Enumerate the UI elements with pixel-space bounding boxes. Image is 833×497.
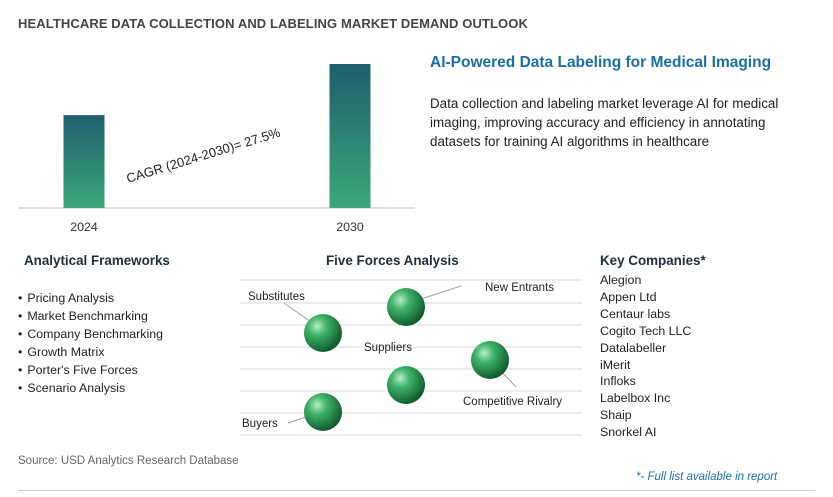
x-tick-label: 2030 bbox=[336, 220, 364, 234]
connector-line bbox=[287, 416, 307, 424]
label-new-entrants: New Entrants bbox=[485, 282, 554, 294]
bar-2024 bbox=[63, 115, 105, 208]
cagr-annotation: CAGR (2024-2030)= 27.5% bbox=[124, 125, 282, 186]
right-panel-description: Data collection and labeling market leve… bbox=[430, 96, 779, 149]
market-bar-chart: 2024 2030 CAGR (2024-2030)= 27.5% bbox=[18, 64, 415, 234]
key-companies-title: Key Companies* bbox=[600, 253, 706, 268]
list-item: Appen Ltd bbox=[600, 289, 657, 304]
frameworks-title: Analytical Frameworks bbox=[24, 253, 170, 268]
list-item: Market Benchmarking bbox=[18, 307, 163, 325]
sphere-substitutes bbox=[304, 314, 342, 352]
list-item: iMerit bbox=[600, 357, 631, 372]
sphere-buyers bbox=[304, 393, 342, 431]
label-competitive-rivalry: Competitive Rivalry bbox=[463, 396, 562, 408]
list-item: Snorkel AI bbox=[600, 425, 657, 440]
label-substitutes: Substitutes bbox=[248, 291, 305, 303]
source-note: Source: USD Analytics Research Database bbox=[18, 455, 239, 467]
label-suppliers: Suppliers bbox=[364, 342, 412, 354]
bottom-divider bbox=[18, 490, 815, 491]
sphere-new-entrants bbox=[387, 288, 425, 326]
list-item: Pricing Analysis bbox=[18, 289, 163, 307]
five-forces-title: Five Forces Analysis bbox=[326, 253, 459, 268]
frameworks-list: Pricing Analysis Market Benchmarking Com… bbox=[18, 289, 163, 397]
companies-list: Alegion Appen Ltd Centaur labs Cogito Te… bbox=[600, 272, 691, 441]
bar-2030 bbox=[329, 64, 371, 208]
x-tick-label: 2024 bbox=[70, 220, 98, 234]
list-item: Labelbox Inc bbox=[600, 391, 671, 406]
page-title: HEALTHCARE DATA COLLECTION AND LABELING … bbox=[18, 16, 528, 31]
list-item: Cogito Tech LLC bbox=[600, 323, 692, 338]
list-item: Infloks bbox=[600, 374, 636, 389]
list-item: Scenario Analysis bbox=[18, 379, 163, 397]
list-item: Company Benchmarking bbox=[18, 325, 163, 343]
label-buyers: Buyers bbox=[242, 418, 278, 430]
right-panel-title: AI-Powered Data Labeling for Medical Ima… bbox=[430, 54, 772, 71]
list-item: Centaur labs bbox=[600, 306, 671, 321]
list-item: Shaip bbox=[600, 408, 632, 423]
footnote: *- Full list available in report bbox=[636, 471, 778, 483]
connector-line bbox=[420, 285, 462, 300]
list-item: Alegion bbox=[600, 273, 642, 287]
list-item: Datalabeller bbox=[600, 340, 667, 355]
five-forces-diagram: Substitutes New Entrants Suppliers Compe… bbox=[240, 279, 582, 436]
list-item: Porter's Five Forces bbox=[18, 361, 163, 379]
sphere-suppliers bbox=[387, 366, 425, 404]
sphere-competitive-rivalry bbox=[471, 341, 509, 379]
list-item: Growth Matrix bbox=[18, 343, 163, 361]
